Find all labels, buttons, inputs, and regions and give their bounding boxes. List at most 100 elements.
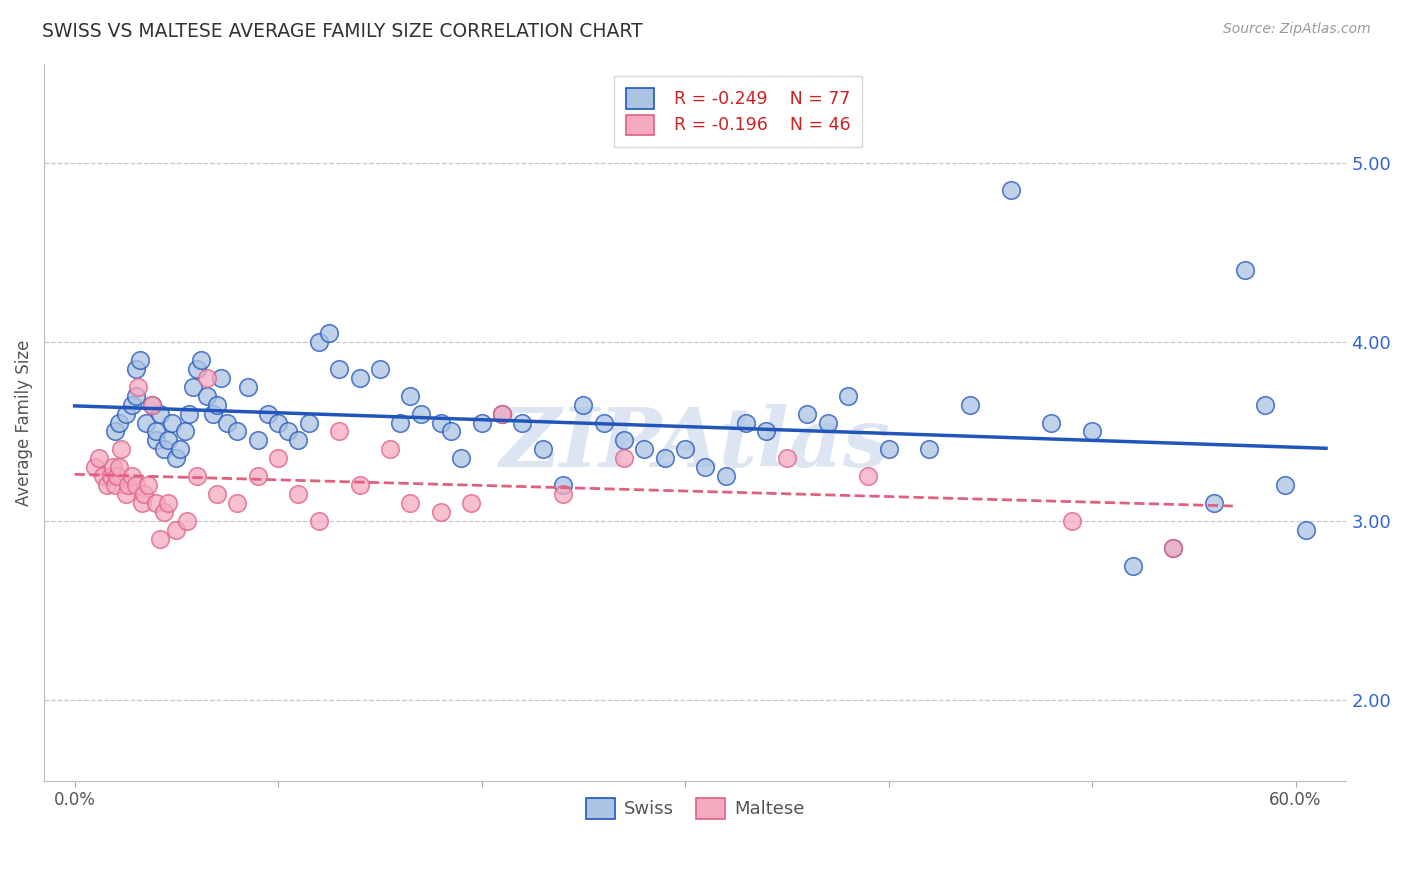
Point [287,487,309,501]
Point [114,487,136,501]
Point [165,523,187,537]
Point [205,487,228,501]
Point [267,451,290,466]
Point [776,451,799,466]
Point [1233,263,1256,277]
Point [551,478,574,492]
Legend: Swiss, Maltese: Swiss, Maltese [579,790,811,826]
Point [195,389,218,403]
Point [1040,416,1063,430]
Text: Source: ZipAtlas.com: Source: ZipAtlas.com [1223,22,1371,37]
Point [128,352,150,367]
Point [1254,398,1277,412]
Point [673,442,696,457]
Point [755,425,778,439]
Point [287,434,309,448]
Point [1060,514,1083,528]
Point [959,398,981,412]
Point [124,478,146,492]
Point [96,478,118,492]
Point [131,496,153,510]
Point [157,496,180,510]
Point [714,469,737,483]
Point [1295,523,1317,537]
Point [471,416,494,430]
Point [491,407,513,421]
Point [1163,541,1185,555]
Point [399,496,422,510]
Point [136,478,159,492]
Point [157,434,180,448]
Point [1122,558,1144,573]
Point [1204,496,1226,510]
Point [149,532,172,546]
Point [176,514,198,528]
Point [135,416,157,430]
Point [226,496,249,510]
Point [108,460,131,475]
Point [613,451,636,466]
Point [124,361,146,376]
Point [430,505,453,519]
Point [236,379,259,393]
Point [190,352,212,367]
Point [162,416,184,430]
Point [124,389,146,403]
Point [181,379,204,393]
Point [117,478,139,492]
Point [349,370,371,384]
Point [318,326,340,340]
Point [121,398,143,412]
Point [205,398,228,412]
Point [186,469,208,483]
Point [654,451,676,466]
Point [169,442,191,457]
Point [918,442,941,457]
Point [201,407,224,421]
Point [1081,425,1104,439]
Point [110,442,132,457]
Point [277,425,299,439]
Point [121,469,143,483]
Point [1163,541,1185,555]
Point [858,469,880,483]
Point [551,487,574,501]
Point [105,469,128,483]
Point [149,407,172,421]
Point [209,370,232,384]
Point [246,469,269,483]
Point [127,379,149,393]
Y-axis label: Average Family Size: Average Family Size [15,339,32,506]
Point [177,407,200,421]
Point [328,361,350,376]
Point [378,442,401,457]
Point [440,425,463,439]
Point [510,416,533,430]
Point [298,416,321,430]
Point [592,416,614,430]
Point [141,398,163,412]
Point [145,496,167,510]
Point [108,416,131,430]
Point [877,442,900,457]
Point [349,478,371,492]
Point [267,416,290,430]
Point [1274,478,1296,492]
Point [796,407,818,421]
Point [633,442,655,457]
Point [246,434,269,448]
Point [817,416,839,430]
Point [399,389,422,403]
Point [103,460,125,475]
Point [837,389,859,403]
Point [572,398,595,412]
Point [153,505,176,519]
Point [430,416,453,430]
Point [132,487,155,501]
Point [460,496,482,510]
Point [104,425,127,439]
Point [389,416,412,430]
Point [141,398,163,412]
Point [165,451,187,466]
Point [84,460,107,475]
